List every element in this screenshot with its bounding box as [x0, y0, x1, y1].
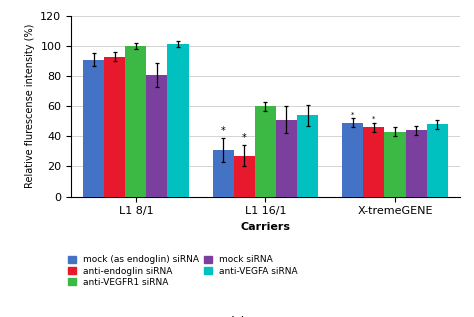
Text: *: *: [242, 133, 247, 143]
Text: *: *: [372, 116, 375, 122]
Bar: [234, 156, 255, 197]
Bar: [276, 120, 297, 197]
Bar: [125, 46, 146, 197]
Legend: mock (as endoglin) siRNA, anti-endoglin siRNA, anti-VEGFR1 siRNA, mock siRNA, an: mock (as endoglin) siRNA, anti-endoglin …: [68, 255, 298, 287]
Text: *: *: [351, 112, 355, 118]
Bar: [406, 130, 427, 197]
Bar: [427, 124, 447, 197]
Bar: [146, 74, 167, 197]
Text: *: *: [221, 126, 226, 136]
Bar: [83, 60, 104, 197]
Bar: [384, 132, 406, 197]
Bar: [255, 106, 276, 197]
Bar: [297, 115, 318, 197]
Y-axis label: Relative flurescense intensity (%): Relative flurescense intensity (%): [25, 24, 35, 188]
X-axis label: Carriers: Carriers: [240, 222, 291, 232]
Bar: [364, 127, 384, 197]
Bar: [213, 150, 234, 197]
Bar: [104, 56, 125, 197]
Text: (c): (c): [228, 316, 246, 317]
Bar: [342, 123, 364, 197]
Bar: [167, 44, 189, 197]
